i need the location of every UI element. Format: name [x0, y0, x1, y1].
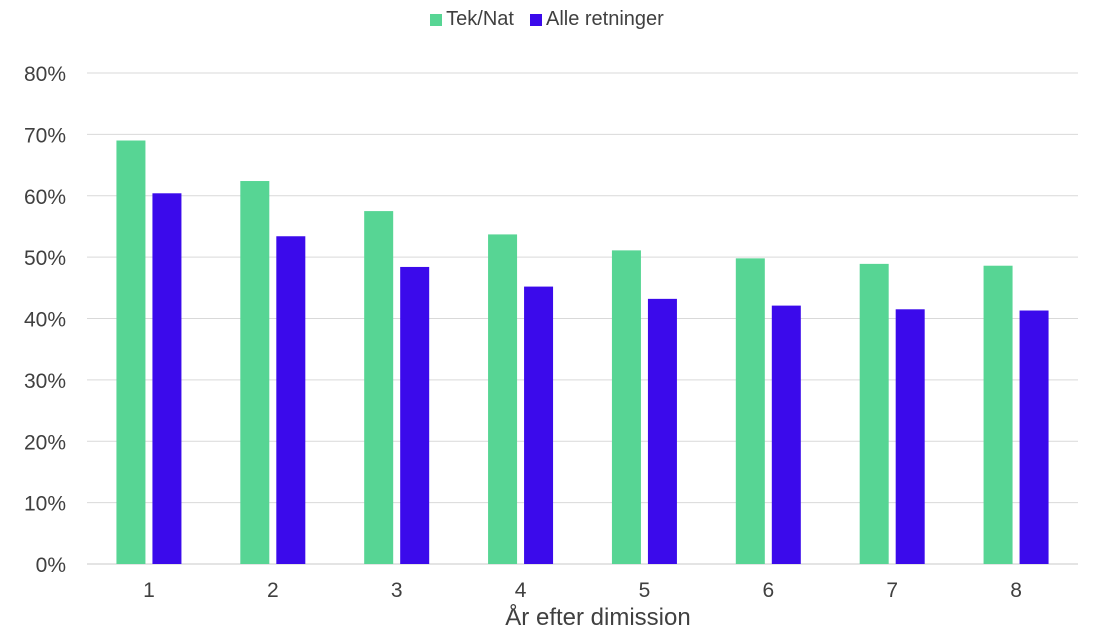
legend-item-series-2: Alle retninger — [529, 8, 664, 31]
y-tick-label: 0% — [36, 554, 66, 577]
bar-series-1-cat-7 — [859, 263, 889, 564]
bar-series-2-cat-3 — [400, 266, 430, 564]
bar-series-1-cat-8 — [983, 265, 1013, 564]
y-tick-label: 70% — [24, 124, 66, 147]
bar-series-2-cat-2 — [276, 236, 306, 564]
y-tick-label: 10% — [24, 493, 66, 516]
bar-series-2-cat-5 — [647, 298, 677, 564]
x-axis-ticks: 1 2 3 4 5 6 7 8 — [143, 579, 1022, 602]
bar-series-2-cat-8 — [1019, 310, 1049, 564]
legend-label-series-1: Tek/Nat — [446, 8, 514, 30]
bar-series-1-cat-2 — [240, 181, 270, 564]
bar-series-2-cat-4 — [524, 286, 554, 564]
y-tick-label: 20% — [24, 431, 66, 454]
bar-series-2-cat-7 — [895, 309, 925, 564]
bar-series-1-cat-5 — [611, 250, 641, 564]
chart-legend: Tek/Nat Alle retninger — [0, 8, 1094, 31]
y-tick-label: 30% — [24, 370, 66, 393]
legend-swatch-series-2 — [529, 13, 542, 26]
y-axis-ticks: 0% 10% 20% 30% 40% 50% 60% 70% 80% — [24, 63, 66, 577]
y-tick-label: 80% — [24, 63, 66, 86]
x-tick-label: 2 — [267, 579, 279, 602]
x-tick-label: 6 — [762, 579, 774, 602]
bar-series-1-cat-3 — [364, 211, 394, 564]
x-tick-label: 8 — [1010, 579, 1022, 602]
x-tick-label: 4 — [515, 579, 527, 602]
legend-swatch-series-1 — [430, 13, 443, 26]
bar-series-2-cat-6 — [771, 305, 801, 564]
x-tick-label: 3 — [391, 579, 403, 602]
y-tick-label: 50% — [24, 247, 66, 270]
y-tick-label: 60% — [24, 186, 66, 209]
x-tick-label: 7 — [886, 579, 898, 602]
x-tick-label: 1 — [143, 579, 155, 602]
bar-series-2-cat-1 — [152, 193, 182, 565]
gridlines — [87, 72, 1078, 565]
legend-label-series-2: Alle retninger — [545, 8, 664, 30]
x-tick-label: 5 — [639, 579, 651, 602]
bar-series-1-cat-4 — [488, 234, 518, 564]
bars — [116, 140, 1049, 565]
y-tick-label: 40% — [24, 309, 66, 332]
bar-series-1-cat-1 — [116, 140, 146, 564]
x-axis-label: År efter dimission — [505, 603, 690, 631]
bar-series-1-cat-6 — [735, 258, 765, 564]
legend-item-series-1: Tek/Nat — [430, 8, 514, 31]
